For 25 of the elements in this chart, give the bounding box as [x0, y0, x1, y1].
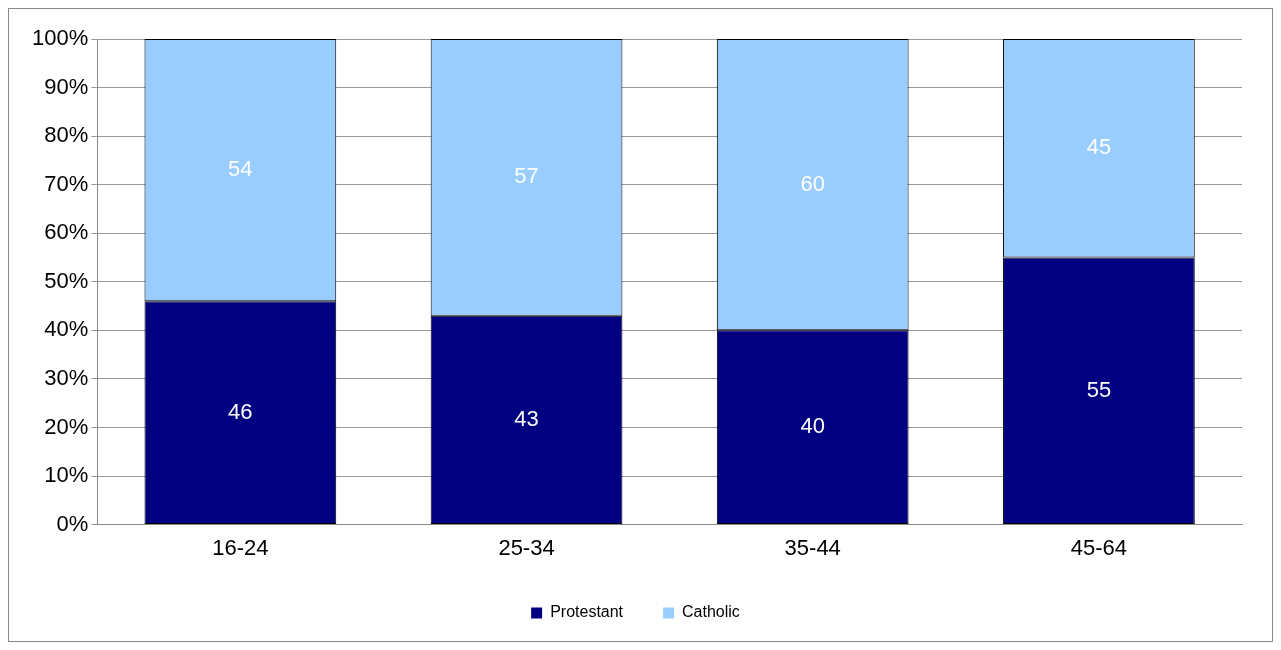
data-label: 57 — [514, 163, 539, 189]
y-tick-label: 20% — [44, 413, 89, 439]
y-tick-label: 70% — [44, 170, 89, 196]
data-label: 40 — [800, 413, 825, 439]
y-tick-label: 30% — [44, 364, 89, 390]
data-label: 54 — [228, 156, 253, 182]
data-label: 55 — [1086, 376, 1112, 402]
y-tick-label: 100% — [31, 25, 89, 51]
data-label: 43 — [514, 406, 539, 432]
x-tick-label: 16-24 — [212, 534, 269, 560]
legend-label: Protestant — [550, 603, 624, 621]
y-tick-label: 90% — [44, 73, 89, 99]
y-tick-label: 10% — [44, 462, 89, 488]
y-tick-label: 40% — [44, 316, 89, 342]
y-tick-label: 50% — [44, 267, 89, 293]
data-label: 46 — [228, 398, 253, 424]
data-label: 45 — [1086, 134, 1112, 160]
data-label: 60 — [800, 170, 825, 196]
legend-label: Catholic — [682, 603, 740, 621]
x-tick-label: 25-34 — [498, 534, 555, 560]
y-tick-label: 60% — [44, 219, 89, 245]
x-tick-label: 35-44 — [784, 534, 841, 560]
y-tick-label: 80% — [44, 122, 89, 148]
y-tick-label: 0% — [56, 510, 89, 536]
x-tick-label: 45-64 — [1070, 534, 1128, 560]
